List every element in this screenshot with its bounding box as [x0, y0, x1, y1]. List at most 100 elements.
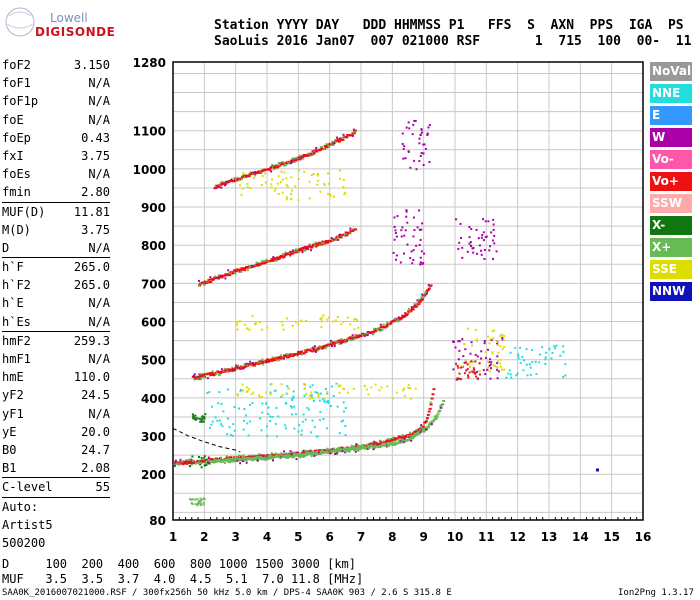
- trace-point: [287, 455, 291, 458]
- trace-point: [345, 447, 349, 450]
- trace-point: [302, 352, 306, 355]
- trace-point: [382, 444, 386, 447]
- echo-point: [550, 357, 553, 360]
- echo-point: [502, 339, 505, 342]
- trace-point: [309, 451, 313, 454]
- param-value: 110.0: [73, 370, 110, 385]
- echo-point: [341, 419, 344, 422]
- echo-point: [468, 226, 471, 229]
- trace-point: [310, 455, 313, 458]
- trace-point: [221, 183, 225, 186]
- echo-point: [264, 172, 267, 175]
- echo-point: [342, 179, 345, 182]
- echo-point: [244, 323, 247, 326]
- echo-point: [420, 128, 423, 131]
- echo-point: [281, 394, 284, 397]
- trace-point: [395, 320, 398, 323]
- trace-point: [318, 242, 322, 245]
- legend-item: W: [650, 128, 692, 147]
- legend-item: Vo-: [650, 150, 692, 169]
- trace-point: [423, 295, 426, 298]
- echo-point: [320, 316, 323, 319]
- echo-point: [332, 394, 335, 397]
- trace-point: [316, 349, 319, 352]
- trace-point: [349, 337, 353, 340]
- echo-point: [424, 147, 427, 150]
- trace-point: [272, 453, 276, 456]
- trace-point: [354, 450, 357, 453]
- trace-point: [349, 232, 352, 235]
- trace-point: [296, 158, 300, 161]
- trace-point: [270, 359, 274, 362]
- autoscale-line2: Artist5: [2, 517, 53, 532]
- echo-point: [493, 329, 496, 332]
- echo-point: [471, 344, 474, 347]
- trace-point: [325, 346, 328, 349]
- echo-point: [480, 249, 483, 252]
- echo-point: [491, 330, 494, 333]
- echo-point: [188, 465, 191, 468]
- echo-point: [258, 396, 261, 399]
- trace-point: [181, 463, 185, 466]
- trace-point: [379, 329, 382, 332]
- echo-point: [280, 395, 283, 398]
- trace-point: [236, 459, 239, 462]
- trace-point: [347, 338, 350, 341]
- echo-point: [363, 384, 366, 387]
- param-value: N/A: [88, 296, 110, 311]
- param-value: 259.3: [73, 333, 110, 348]
- scaled-parameters: foF2 3.150 foF1 N/A foF1p N/A foE N/A foEp 0.43 fx…: [2, 56, 110, 552]
- echo-point: [235, 321, 238, 324]
- trace-point: [416, 299, 419, 302]
- echo-point: [414, 387, 417, 390]
- echo-point: [290, 406, 293, 409]
- echo-point: [420, 250, 423, 253]
- echo-point: [228, 426, 231, 429]
- param-row: foEs N/A: [2, 165, 110, 183]
- trace-point: [228, 457, 231, 460]
- echo-point: [322, 314, 325, 317]
- trace-point: [250, 364, 253, 367]
- trace-point: [432, 388, 436, 391]
- trace-point: [213, 458, 216, 461]
- trace-point: [241, 455, 244, 458]
- trace-point: [265, 361, 268, 364]
- trace-point: [295, 248, 298, 251]
- echo-point: [412, 259, 415, 262]
- trace-point: [258, 456, 262, 459]
- trace-point: [281, 252, 284, 255]
- trace-point: [214, 275, 217, 278]
- trace-point: [267, 455, 271, 458]
- echo-point: [531, 361, 534, 364]
- trace-point: [297, 350, 301, 353]
- echo-point: [233, 429, 236, 432]
- echo-point: [548, 348, 551, 351]
- echo-point: [323, 184, 326, 187]
- trace-point: [321, 448, 324, 451]
- echo-point: [199, 497, 202, 500]
- echo-point: [304, 418, 307, 421]
- trace-point: [254, 171, 257, 174]
- trace-point: [302, 449, 305, 452]
- trace-point: [227, 461, 231, 464]
- echo-point: [412, 123, 415, 126]
- echo-point: [408, 127, 411, 130]
- echo-point: [241, 383, 244, 386]
- trace-point: [185, 462, 189, 465]
- echo-point: [203, 498, 206, 501]
- trace-point: [278, 358, 281, 361]
- echo-point: [403, 395, 406, 398]
- trace-point: [293, 452, 296, 455]
- echo-point: [203, 464, 206, 467]
- trace-point: [313, 150, 316, 153]
- trace-point: [408, 434, 411, 437]
- trace-point: [193, 373, 196, 376]
- param-row: yF1 N/A: [2, 405, 110, 423]
- footer-info: SAA0K_2016007021000.RSF / 300fx256h 50 k…: [2, 588, 452, 598]
- trace-point: [410, 439, 413, 442]
- param-key: h`F: [2, 260, 24, 275]
- echo-point: [413, 159, 416, 162]
- trace-point: [408, 436, 411, 439]
- trace-point: [279, 357, 283, 360]
